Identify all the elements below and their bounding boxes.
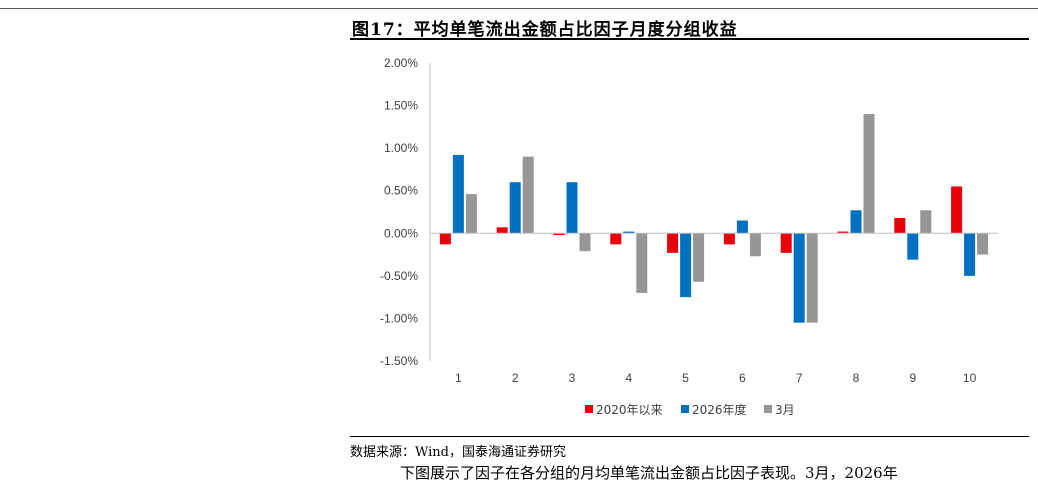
y-tick-label: -1.50% [380,354,418,368]
x-tick-label: 6 [739,371,746,385]
bar-2020年以来 [439,233,451,245]
bar-2026年度 [623,231,635,234]
bar-3月 [579,233,591,252]
source-note: 数据来源：Wind，国泰海通证券研究 [350,445,566,460]
x-tick-label: 1 [455,371,462,385]
bar-3月 [465,194,477,234]
bar-2020年以来 [894,217,906,234]
legend-label: 2026年度 [692,402,747,417]
y-tick-label: 2.00% [384,56,418,70]
y-tick-label: 0.50% [384,184,418,198]
x-tick-label: 9 [909,371,916,385]
bar-3月 [863,114,875,234]
bar-2026年度 [566,182,578,234]
x-tick-label: 5 [682,371,689,385]
bar-3月 [522,156,534,234]
bar-2026年度 [907,233,919,260]
bar-3月 [977,233,989,255]
bar-3月 [920,210,932,234]
bar-3月 [806,233,818,323]
title-underline [350,38,1029,40]
bar-3月 [693,233,705,282]
bar-3月 [636,233,648,293]
x-axis: 1 2 3 4 5 6 7 8 9 10 [430,232,998,385]
bar-2020年以来 [610,233,622,245]
bar-2020年以来 [951,186,963,234]
y-tick-label: 1.00% [384,141,418,155]
y-tick-label: 0.00% [384,226,418,240]
bars [439,114,989,323]
x-tick-label: 8 [853,371,860,385]
x-tick-label: 4 [625,371,632,385]
bar-2020年以来 [553,233,565,235]
bar-2020年以来 [837,231,849,234]
x-tick-label: 10 [963,371,977,385]
bottom-rule [350,436,1029,437]
y-axis: 2.00% 1.50% 1.00% 0.50% 0.00% -0.50% -1.00% -1.… [380,56,431,368]
bar-2026年度 [964,233,976,276]
bar-2026年度 [736,220,748,234]
bar-2026年度 [680,233,692,298]
legend-swatch [585,405,593,413]
legend: 2020年以来 2026年度 3月 [585,402,795,417]
y-tick-label: -1.00% [380,311,418,325]
y-tick-label: 1.50% [384,99,418,113]
bar-2020年以来 [496,227,508,234]
x-tick-label: 3 [569,371,576,385]
legend-swatch [681,405,689,413]
x-tick-label: 7 [796,371,803,385]
x-tick-label: 2 [512,371,519,385]
bar-2026年度 [452,154,464,234]
legend-swatch [764,405,772,413]
figure-title: 图17：平均单笔流出金额占比因子月度分组收益 [352,20,738,40]
bar-3月 [749,233,761,257]
body-text-fragment: 下图展示了因子在各分组的月均单笔流出金额占比因子表现。3月，2026年 [400,464,898,482]
top-rule [0,8,1038,9]
bar-2020年以来 [723,233,735,245]
y-tick-label: -0.50% [380,269,418,283]
legend-label: 3月 [775,403,795,417]
bar-2026年度 [850,210,862,234]
bar-2020年以来 [780,233,792,253]
bar-2026年度 [793,233,805,323]
legend-label: 2020年以来 [596,403,663,417]
bar-2020年以来 [667,233,679,253]
bar-2026年度 [509,182,521,234]
